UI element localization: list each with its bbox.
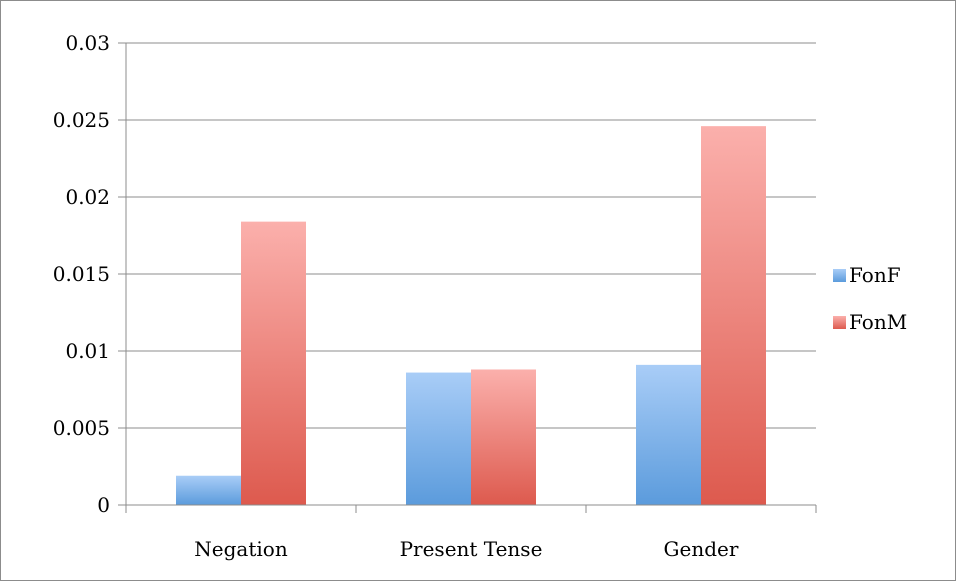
legend-label-fonm: FonM [849,310,907,334]
x-tick-label: Negation [194,537,288,561]
legend-swatch-fonm [833,316,846,329]
legend: FonF FonM [833,263,907,334]
bar-fonm-gender [701,126,766,505]
axes: 0 0.005 0.01 0.015 0.02 0.025 0.03 Negation Pres… [53,31,817,561]
bar-fonm-negation [241,221,306,505]
y-tick-label: 0.02 [65,185,110,209]
legend-label-fonf: FonF [849,263,901,287]
x-tick-label: Present Tense [400,537,543,561]
bar-fonf-gender [636,364,701,505]
legend-swatch-fonf [833,269,846,282]
y-tick-label: 0.03 [65,31,110,55]
x-tick-label: Gender [664,537,739,561]
bar-fonm-present-tense [471,369,536,505]
bar-fonf-present-tense [406,372,471,505]
y-tick-label: 0.005 [53,416,110,440]
bars [176,126,766,505]
y-tick-label: 0 [97,493,110,517]
y-tick-label: 0.025 [53,108,110,132]
y-tick-label: 0.015 [53,262,110,286]
y-tick-label: 0.01 [65,339,110,363]
bar-fonf-negation [176,475,241,505]
